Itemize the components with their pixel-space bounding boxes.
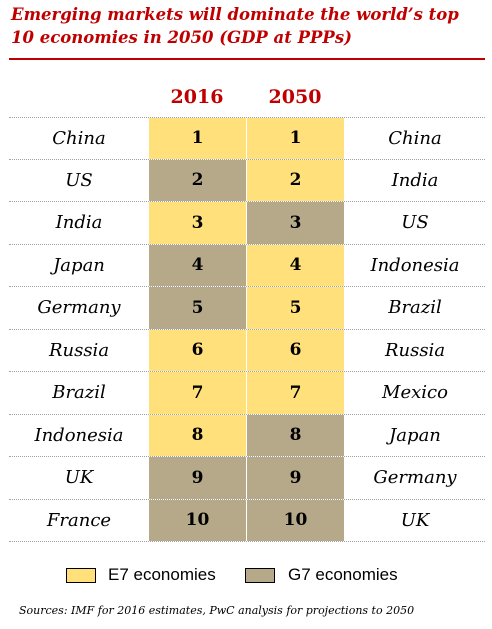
rank-cell-2050: 1 (247, 118, 344, 159)
country-2050: China (388, 127, 442, 149)
country-2050: Russia (384, 339, 446, 361)
column-header-2050: 2050 (268, 86, 322, 108)
rank-cell-2050: 6 (247, 329, 344, 371)
rank-cell-2016: 3 (149, 202, 246, 244)
country-2016: Indonesia (34, 424, 124, 446)
legend-label-g7: G7 economies (288, 565, 398, 584)
country-2016: Brazil (52, 382, 106, 404)
rank-cell-2050: 2 (247, 159, 344, 201)
country-2050: Mexico (382, 382, 448, 404)
table-row: China 1 1 China (9, 117, 485, 160)
legend-label-e7: E7 economies (108, 565, 216, 584)
rank-cell-2050: 8 (247, 414, 344, 456)
rank-cell-2050: 7 (247, 372, 344, 414)
country-2016: India (55, 212, 103, 234)
rank-cell-2016: 1 (149, 118, 246, 159)
country-2016: Germany (37, 297, 121, 319)
country-2050: Japan (389, 424, 441, 446)
rank-cell-2016: 6 (149, 329, 246, 371)
rank-cell-2050: 9 (247, 457, 344, 499)
column-header-2016: 2016 (170, 86, 224, 108)
table-row: Russia 6 6 Russia (9, 329, 485, 372)
title-divider (9, 58, 485, 60)
table-row: France 10 10 UK (9, 499, 485, 542)
rank-cell-2016: 10 (149, 499, 246, 541)
country-2016: China (52, 127, 106, 149)
country-2016: Russia (48, 339, 110, 361)
country-2050: UK (400, 509, 430, 531)
rank-cell-2050: 4 (247, 244, 344, 286)
rank-cell-2050: 10 (247, 499, 344, 541)
chart-title: Emerging markets will dominate the world… (11, 5, 459, 47)
country-2050: India (391, 169, 439, 191)
rank-cell-2050: 5 (247, 287, 344, 329)
table-row: Indonesia 8 8 Japan (9, 414, 485, 457)
rank-cell-2016: 9 (149, 457, 246, 499)
country-2050: Germany (373, 467, 457, 489)
source-note: Sources: IMF for 2016 estimates, PwC ana… (19, 604, 415, 617)
ranking-table: China 1 1 China US 2 2 India India 3 3 US Japan 4 4 Ind… (9, 117, 485, 542)
rank-cell-2016: 8 (149, 414, 246, 456)
country-2016: US (65, 169, 93, 191)
rank-cell-2050: 3 (247, 202, 344, 244)
country-2050: Indonesia (370, 254, 460, 276)
table-row: Germany 5 5 Brazil (9, 287, 485, 330)
legend-swatch-e7 (66, 568, 96, 583)
country-2050: US (401, 212, 429, 234)
table-row: Japan 4 4 Indonesia (9, 244, 485, 287)
table-row: UK 9 9 Germany (9, 457, 485, 500)
rank-cell-2016: 7 (149, 372, 246, 414)
table-row: US 2 2 India (9, 159, 485, 202)
rank-cell-2016: 5 (149, 287, 246, 329)
rank-cell-2016: 4 (149, 244, 246, 286)
table-row: Brazil 7 7 Mexico (9, 372, 485, 415)
table-row: India 3 3 US (9, 202, 485, 245)
country-2016: Japan (53, 254, 105, 276)
country-2050: Brazil (388, 297, 442, 319)
country-2016: UK (64, 467, 94, 489)
legend-swatch-g7 (245, 568, 275, 583)
country-2016: France (46, 509, 112, 531)
legend: E7 economies G7 economies (0, 565, 492, 587)
rank-cell-2016: 2 (149, 159, 246, 201)
